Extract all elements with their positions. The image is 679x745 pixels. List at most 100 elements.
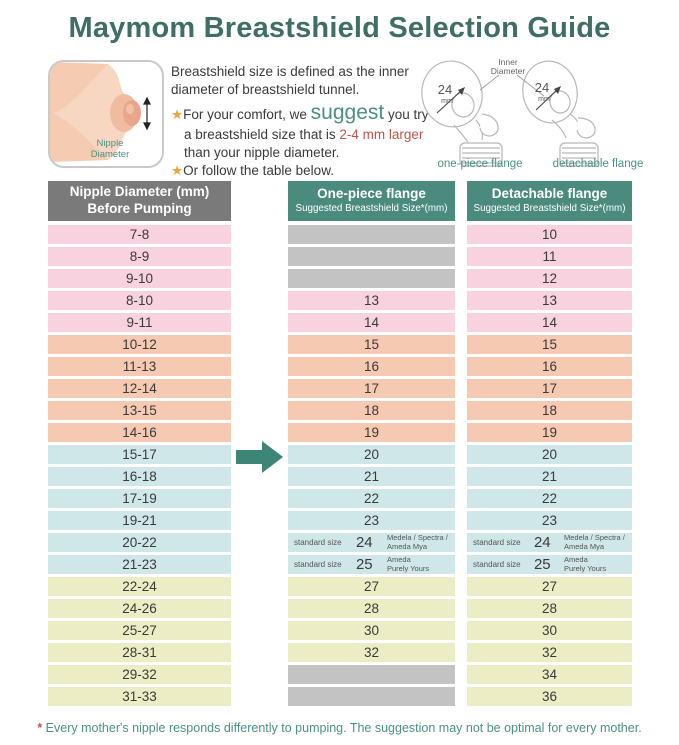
size-unit-1: mm [441,98,453,105]
footnote-asterisk: * [37,721,43,735]
nipple-range-cell: 7-8 [48,225,231,244]
one-piece-size-cell: 18 [288,401,455,420]
nipple-diameter-column: Nipple Diameter (mm) Before Pumping 7-8 8… [48,181,231,709]
nipple-range-cell: 19-21 [48,511,231,530]
nipple-range-cell: 13-15 [48,401,231,420]
intro-text: Breastshield size is defined as the inne… [171,63,429,180]
size-unit-2: mm [538,96,550,103]
header-line2: Suggested Breastshield Size*(mm) [295,203,448,215]
brand-note: Ameda Purely Yours [387,554,430,573]
detachable-size-cell: 28 [467,599,632,618]
standard-size-note: standard size [473,538,521,547]
nipple-range-cell: 12-14 [48,379,231,398]
size-value: 24 [533,534,551,551]
nipple-diameter-label-1: Nipple [97,138,124,149]
nipple-range-cell: 14-16 [48,423,231,442]
detachable-size-cell: 34 [467,665,632,684]
one-piece-size-cell: 20 [288,445,455,464]
intro-bullet-2: ★Or follow the table below. [171,162,429,180]
one-piece-size-cell: 13 [288,291,455,310]
header-line2: Before Pumping [87,201,192,216]
detachable-column-header: Detachable flange Suggested Breastshield… [467,181,632,221]
one-piece-size-cell: 32 [288,643,455,662]
one-piece-size-cell [288,225,455,244]
header-line1: Detachable flange [491,186,608,202]
bullet1-post: than your nipple diameter. [184,145,340,161]
nipple-range-cell: 10-12 [48,335,231,354]
label-connector-lines [479,74,545,97]
one-piece-flange-column: One-piece flange Suggested Breastshield … [288,181,455,709]
detachable-flange-label: detachable flange [553,158,644,170]
detachable-size-cell: 17 [467,379,632,398]
detachable-size-cell: 10 [467,225,632,244]
size-range-highlight: 2-4 mm larger [339,127,424,143]
star-icon: ★ [171,162,184,178]
detachable-flange-column: Detachable flange Suggested Breastshield… [467,181,632,709]
header-line1: One-piece flange [317,186,426,202]
breast-diagram: Nipple Diameter [48,60,164,168]
detachable-size-cell: 19 [467,423,632,442]
one-piece-size-cell: 30 [288,621,455,640]
one-piece-size-cell: standard size 24 Medela / Spectra / Ameda M… [288,533,455,552]
detachable-size-cell: 16 [467,357,632,376]
bullet1-pre: For your comfort, we [183,106,311,122]
one-piece-size-cell: 15 [288,335,455,354]
nipple-diameter-label-2: Diameter [91,149,130,160]
inner-diameter-arrow-icon [436,86,561,114]
nipple-range-cell: 9-10 [48,269,231,288]
detachable-size-cell: 20 [467,445,632,464]
detachable-size-cell: 13 [467,291,632,310]
detachable-size-cell: 32 [467,643,632,662]
flange-diagram: 24 mm 24 mm Inner Diameter one-piece fla… [421,57,644,170]
one-piece-size-cell [288,247,455,266]
nipple-range-cell: 29-32 [48,665,231,684]
brand-note: Medela / Spectra / Ameda Mya [387,532,448,551]
nipple-range-cell: 20-22 [48,533,231,552]
suggest-highlight: suggest [310,100,385,124]
one-piece-size-cell [288,665,455,684]
size-value-1: 24 [438,82,452,97]
nipple-range-cell: 24-26 [48,599,231,618]
standard-size-note: standard size [294,560,342,569]
size-value-2: 24 [535,80,549,95]
nipple-range-cell: 31-33 [48,687,231,706]
size-value: 24 [355,534,373,551]
intro-sentence: Breastshield size is defined as the inne… [171,64,409,97]
one-piece-flange-label: one-piece flange [437,158,522,170]
nipple-range-cell: 28-31 [48,643,231,662]
nipple-range-cell: 8-9 [48,247,231,266]
detachable-size-cell: 18 [467,401,632,420]
nipple-range-cell: 16-18 [48,467,231,486]
detachable-size-cell: 36 [467,687,632,706]
nipple-range-cell: 9-11 [48,313,231,332]
page-title: Maymom Breastshield Selection Guide [68,12,611,44]
detachable-size-cell: standard size 25 Ameda Purely Yours [467,555,632,574]
bullet2-text: Or follow the table below. [183,162,334,178]
arrow-right-icon [236,441,283,473]
detachable-size-cell: standard size 24 Medela / Spectra / Ameda M… [467,533,632,552]
header-line2: Suggested Breastshield Size*(mm) [473,203,626,215]
detachable-size-cell: 14 [467,313,632,332]
bullet1-mid: you try a breastshield size that is [184,106,429,143]
size-value: 25 [533,556,551,573]
header-line1: Nipple Diameter (mm) [69,184,210,200]
one-piece-size-cell: 27 [288,577,455,596]
inner-diameter-label-2: Diameter [491,66,526,76]
one-piece-size-cell [288,687,455,706]
detachable-size-cell: 15 [467,335,632,354]
brand-note: Medela / Spectra / Ameda Mya [564,532,625,551]
size-value: 25 [355,556,373,573]
footnote: * Every mother's nipple responds differe… [0,721,679,735]
detachable-size-cell: 22 [467,489,632,508]
standard-size-note: standard size [473,560,521,569]
one-piece-size-cell: 23 [288,511,455,530]
one-piece-size-cell: 28 [288,599,455,618]
inner-diameter-label-1: Inner [498,57,518,67]
nipple-range-cell: 21-23 [48,555,231,574]
one-piece-size-cell [288,269,455,288]
detachable-size-cell: 30 [467,621,632,640]
nipple-range-cell: 17-19 [48,489,231,508]
one-piece-size-cell: 19 [288,423,455,442]
one-piece-size-cell: 17 [288,379,455,398]
detachable-size-cell: 21 [467,467,632,486]
